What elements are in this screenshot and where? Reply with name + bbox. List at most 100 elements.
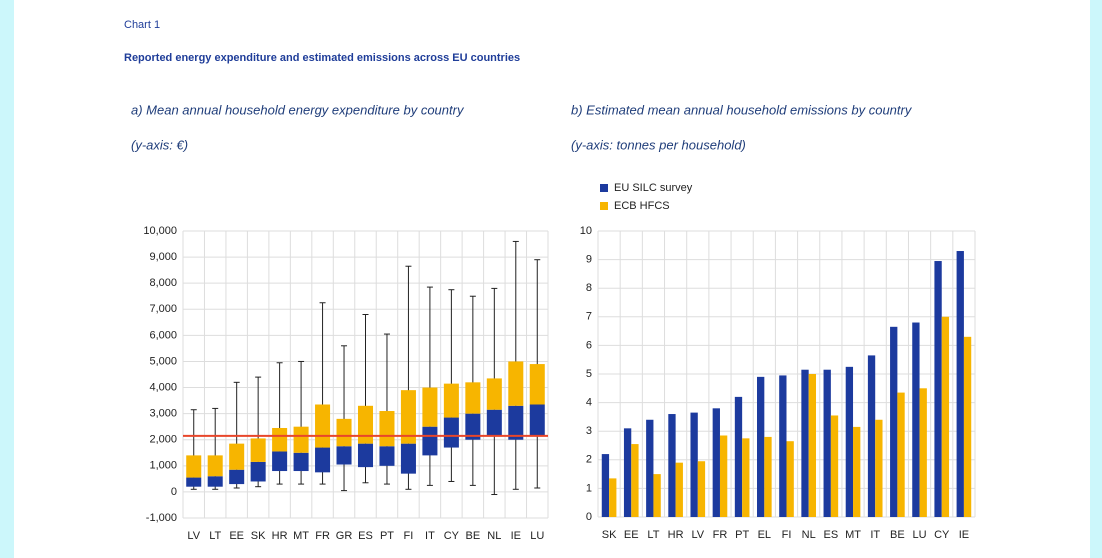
y-tick-label: 7 bbox=[586, 311, 592, 323]
box-lower bbox=[486, 409, 502, 436]
box-upper bbox=[400, 390, 416, 444]
x-tick-label: CY bbox=[444, 530, 460, 542]
bar bbox=[609, 478, 617, 517]
y-tick-label: 5 bbox=[586, 368, 592, 380]
bar bbox=[675, 462, 683, 517]
box-upper bbox=[272, 427, 288, 452]
y-tick-label: 4,000 bbox=[149, 381, 177, 393]
bar bbox=[653, 474, 661, 517]
y-axis-label: (y-axis: tonnes per household) bbox=[571, 137, 746, 152]
box-upper bbox=[486, 378, 502, 410]
box-lower bbox=[465, 413, 481, 440]
y-tick-label: 1,000 bbox=[149, 460, 177, 472]
bar bbox=[757, 376, 765, 517]
box-lower bbox=[272, 451, 288, 472]
legend-swatch bbox=[600, 202, 608, 210]
box-upper bbox=[508, 361, 524, 406]
box-upper bbox=[336, 418, 352, 447]
bar bbox=[875, 419, 883, 517]
box-upper bbox=[250, 438, 266, 462]
chart-title: Reported energy expenditure and estimate… bbox=[124, 52, 520, 64]
x-tick-label: LU bbox=[913, 529, 927, 541]
bar bbox=[764, 436, 772, 517]
x-tick-label: HR bbox=[668, 529, 684, 541]
bar bbox=[601, 454, 610, 517]
y-axis-label: (y-axis: €) bbox=[131, 137, 188, 152]
bar bbox=[897, 392, 905, 517]
bar bbox=[963, 336, 972, 517]
x-tick-label: FI bbox=[782, 529, 792, 541]
bar bbox=[712, 408, 720, 517]
y-tick-label: 0 bbox=[171, 486, 177, 498]
x-tick-label: NL bbox=[487, 530, 501, 542]
y-tick-label: 8 bbox=[586, 282, 592, 294]
y-tick-label: 4 bbox=[586, 397, 592, 409]
box-lower bbox=[293, 452, 309, 472]
box-lower bbox=[250, 461, 266, 482]
box-lower bbox=[400, 443, 416, 474]
y-tick-label: 10 bbox=[580, 225, 592, 237]
x-tick-label: HR bbox=[272, 530, 288, 542]
x-tick-label: LT bbox=[647, 529, 659, 541]
x-tick-label: ES bbox=[824, 529, 839, 541]
x-tick-label: PT bbox=[380, 530, 394, 542]
box-upper bbox=[379, 411, 395, 447]
y-tick-label: 9,000 bbox=[149, 251, 177, 263]
y-tick-label: 0 bbox=[586, 511, 592, 523]
bar bbox=[934, 261, 942, 517]
x-tick-label: BE bbox=[466, 530, 481, 542]
x-tick-label: LV bbox=[691, 529, 704, 541]
box-lower bbox=[186, 477, 202, 487]
bar bbox=[631, 444, 639, 517]
bar bbox=[719, 435, 728, 517]
bar bbox=[867, 355, 876, 517]
x-tick-label: ES bbox=[358, 530, 373, 542]
x-tick-label: PT bbox=[735, 529, 749, 541]
bar bbox=[801, 369, 809, 517]
bar bbox=[941, 316, 950, 517]
x-tick-label: GR bbox=[336, 530, 353, 542]
box-lower bbox=[422, 426, 438, 456]
y-tick-label: 2,000 bbox=[149, 434, 177, 446]
x-tick-label: FR bbox=[315, 530, 330, 542]
x-tick-label: MT bbox=[293, 530, 309, 542]
y-tick-label: 6,000 bbox=[149, 329, 177, 341]
bar bbox=[808, 374, 816, 517]
box-upper bbox=[422, 387, 438, 427]
legend-label: EU SILC survey bbox=[614, 182, 693, 194]
x-tick-label: EE bbox=[229, 530, 244, 542]
y-tick-label: 6 bbox=[586, 339, 592, 351]
bar bbox=[823, 369, 831, 517]
x-tick-label: EL bbox=[758, 529, 771, 541]
legend-swatch bbox=[600, 184, 608, 192]
box-upper bbox=[186, 455, 202, 478]
x-tick-label: IT bbox=[425, 530, 435, 542]
legend-label: ECB HFCS bbox=[614, 200, 670, 212]
bar bbox=[623, 428, 632, 517]
x-tick-label: MT bbox=[845, 529, 861, 541]
x-tick-label: FI bbox=[404, 530, 414, 542]
box-upper bbox=[207, 455, 223, 477]
box-lower bbox=[315, 447, 331, 473]
x-tick-label: BE bbox=[890, 529, 905, 541]
chart-label: Chart 1 bbox=[124, 19, 160, 31]
bar bbox=[779, 375, 787, 517]
x-tick-label: IT bbox=[870, 529, 880, 541]
bar bbox=[912, 322, 920, 517]
bar bbox=[853, 426, 861, 517]
y-tick-label: 8,000 bbox=[149, 277, 177, 289]
y-tick-label: -1,000 bbox=[146, 512, 177, 524]
box-upper bbox=[315, 404, 331, 448]
subchart-title: b) Estimated mean annual household emiss… bbox=[571, 102, 913, 117]
y-tick-label: 1 bbox=[586, 482, 592, 494]
box-upper bbox=[229, 443, 245, 470]
bar bbox=[919, 388, 927, 517]
y-tick-label: 2 bbox=[586, 454, 592, 466]
box-lower bbox=[336, 446, 352, 465]
x-tick-label: IE bbox=[511, 530, 521, 542]
x-tick-label: NL bbox=[802, 529, 816, 541]
box-lower bbox=[357, 443, 374, 468]
y-tick-label: 9 bbox=[586, 254, 592, 266]
